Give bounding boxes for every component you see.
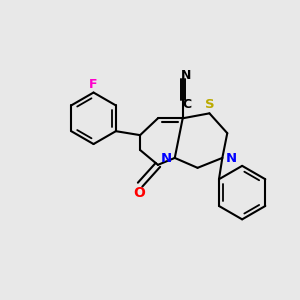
Text: N: N bbox=[181, 69, 191, 82]
Text: N: N bbox=[226, 152, 237, 165]
Text: O: O bbox=[133, 186, 145, 200]
Text: S: S bbox=[205, 98, 214, 111]
Text: N: N bbox=[160, 152, 171, 165]
Text: C: C bbox=[182, 98, 191, 111]
Text: F: F bbox=[89, 78, 98, 91]
